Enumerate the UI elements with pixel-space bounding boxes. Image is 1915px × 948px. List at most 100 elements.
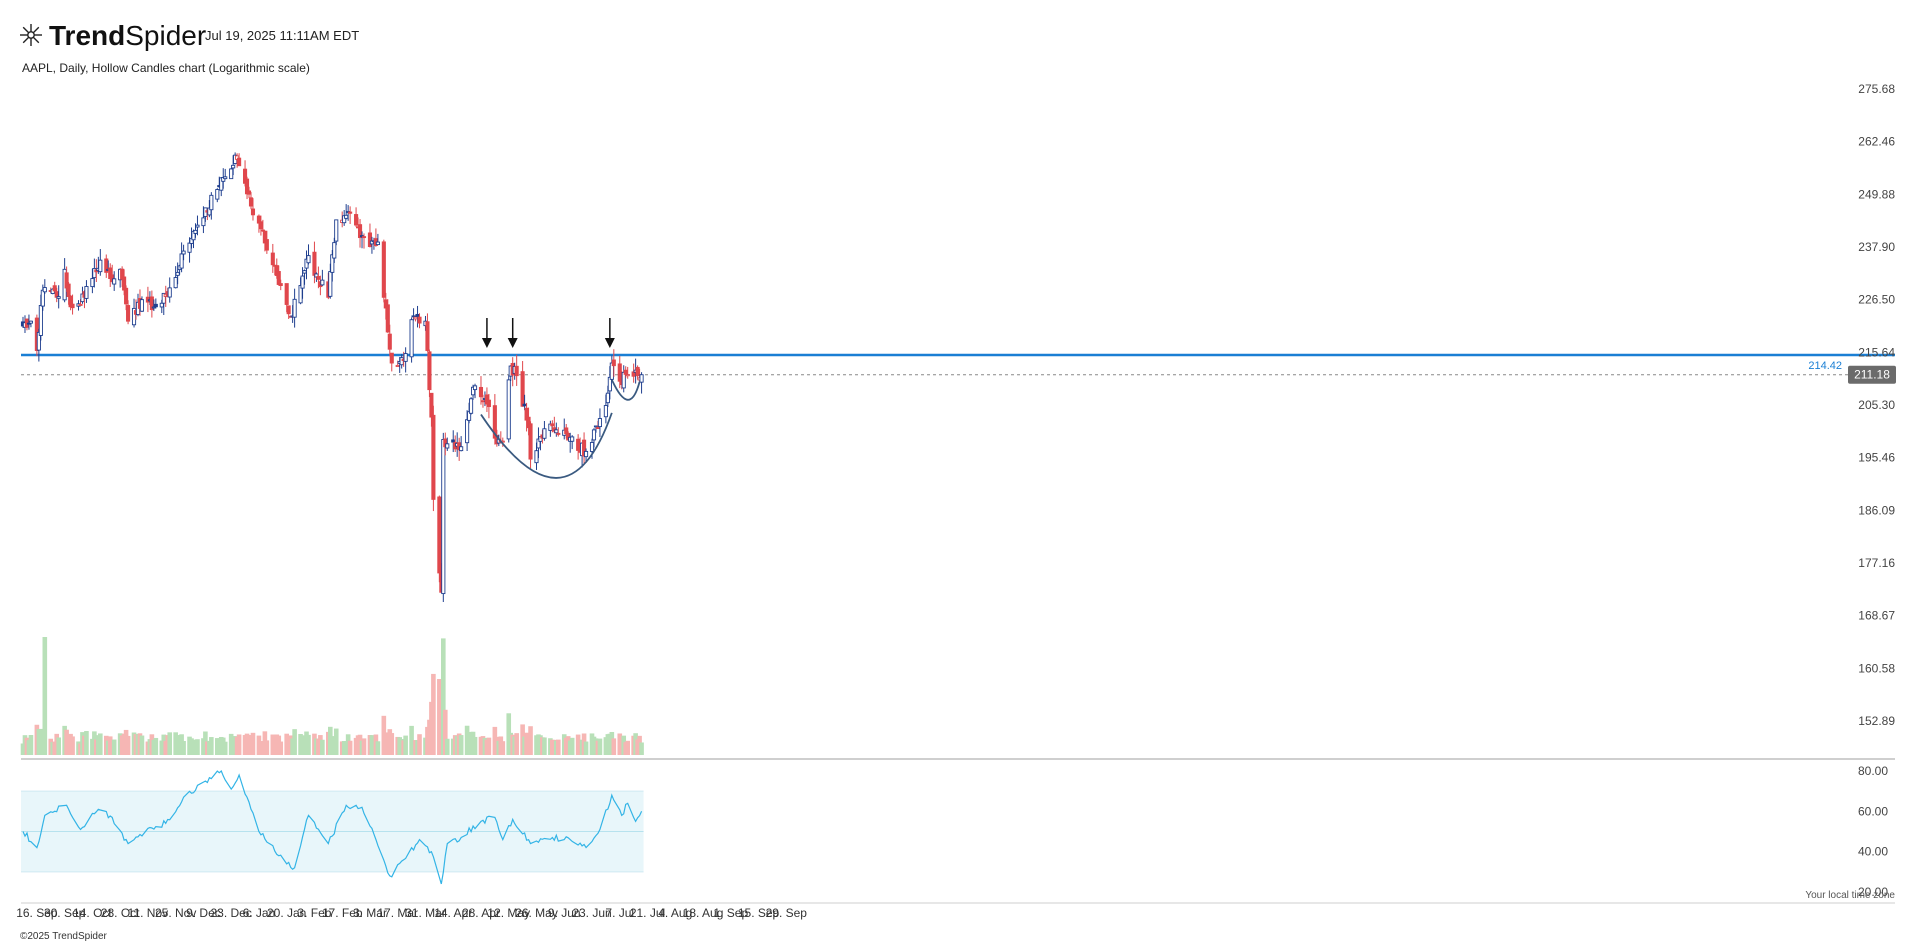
x-tick-label: 14. Apr — [434, 906, 472, 920]
timestamp: Jul 19, 2025 11:11AM EDT — [205, 28, 359, 43]
volume-bar — [167, 732, 173, 755]
y-tick-label: 186.09 — [1858, 503, 1895, 517]
y-tick-label: 195.46 — [1858, 451, 1895, 465]
candle-body — [427, 351, 432, 391]
volume-bar — [264, 740, 270, 755]
x-tick-label: 23. Jun — [572, 906, 611, 920]
x-tick-label: 3. Feb — [297, 906, 331, 920]
candle-body — [278, 283, 283, 286]
x-tick-label: 29. Sep — [766, 906, 808, 920]
y-tick-label: 215.64 — [1858, 345, 1895, 359]
candle-body — [522, 403, 527, 407]
candle-body — [556, 432, 561, 435]
chart-subtitle: AAPL, Daily, Hollow Candles chart (Logar… — [22, 61, 310, 75]
candle-body — [56, 296, 61, 299]
candle-body — [112, 278, 117, 285]
candle-body — [429, 392, 434, 418]
y-tick-label: 177.16 — [1858, 556, 1895, 570]
candle-body — [584, 450, 589, 458]
volume-bar — [542, 737, 547, 755]
candle-body — [276, 271, 281, 285]
x-tick-label: 7. Jul — [605, 906, 634, 920]
volume-bar — [556, 739, 561, 755]
rsi-panel — [21, 790, 644, 873]
volume-bar — [389, 733, 395, 755]
candle-body — [312, 251, 317, 276]
candle-body — [542, 428, 547, 439]
candle-body — [354, 214, 359, 226]
candle-body — [42, 287, 47, 293]
candle-body — [270, 252, 275, 266]
x-tick-label: 23. Dec — [210, 906, 251, 920]
candle-body — [231, 164, 236, 169]
candle-body — [78, 303, 83, 306]
candle-body — [441, 439, 446, 595]
candle-body — [486, 399, 491, 408]
y-tick-label: 226.50 — [1858, 293, 1895, 307]
candle-body — [124, 287, 129, 305]
x-tick-label: 20. Jan — [267, 906, 306, 920]
candle-body — [70, 303, 75, 309]
x-tick-label: 17. Mar — [377, 906, 418, 920]
y-tick-label: 168.67 — [1858, 609, 1895, 623]
candle-body — [605, 392, 610, 404]
volume-bar — [125, 735, 131, 755]
volume-bar — [56, 737, 61, 755]
candle-body — [195, 224, 200, 228]
cup-base-arc — [480, 412, 613, 479]
y-tick-label: 249.88 — [1858, 187, 1895, 201]
candle-body — [361, 236, 367, 239]
candle-body — [528, 423, 533, 460]
cup-handle-arc — [611, 379, 641, 401]
candle-body — [564, 427, 569, 435]
candle-body — [425, 321, 430, 351]
candle-body — [40, 289, 45, 307]
candle-body — [381, 241, 386, 298]
volume-bar — [625, 740, 630, 755]
volume-bar — [583, 741, 589, 755]
rsi-tick-label: 80.00 — [1858, 764, 1888, 778]
candle-body — [554, 429, 559, 434]
candle-body — [389, 352, 394, 364]
candle-body — [28, 320, 33, 324]
candle-body — [603, 405, 608, 418]
candle-body — [348, 211, 353, 214]
candle-body — [332, 242, 337, 259]
volume-bar — [409, 725, 414, 755]
volume-bar — [514, 733, 519, 755]
candle-body — [625, 374, 630, 377]
candle-body — [415, 313, 420, 317]
candle-body — [591, 429, 597, 441]
rsi-line — [22, 770, 643, 885]
volume-bar — [320, 739, 325, 755]
x-tick-label: 9. Dec — [186, 906, 221, 920]
candle-body — [187, 242, 192, 253]
y-tick-label: 275.68 — [1858, 82, 1895, 96]
timezone-note: Your local time zone — [1805, 890, 1895, 901]
candle-body — [478, 386, 484, 398]
brand-name-light: Spider — [125, 20, 206, 51]
candle-body — [175, 271, 180, 276]
candle-body — [215, 189, 220, 200]
candle-body — [250, 208, 256, 216]
volume-bar — [153, 737, 159, 755]
volume-bar — [236, 734, 242, 755]
x-tick-label: 25. Nov — [155, 906, 196, 920]
rsi-tick-label: 20.00 — [1858, 885, 1888, 899]
y-tick-label: 160.58 — [1858, 661, 1895, 675]
candle-body — [480, 400, 486, 403]
x-tick-label: 17. Feb — [322, 906, 363, 920]
candle-body — [258, 221, 263, 230]
x-tick-label: 15. Sep — [738, 906, 780, 920]
last-price-badge — [1848, 365, 1896, 384]
candle-body — [413, 316, 418, 320]
volume-bar — [84, 731, 89, 755]
candle-body — [173, 277, 178, 289]
candle-body — [589, 442, 595, 452]
candle-body — [514, 365, 519, 377]
candle-body — [98, 259, 103, 273]
volume-bar — [42, 637, 48, 755]
candle-body — [286, 305, 291, 315]
x-tick-label: 3. Mar — [353, 906, 387, 920]
